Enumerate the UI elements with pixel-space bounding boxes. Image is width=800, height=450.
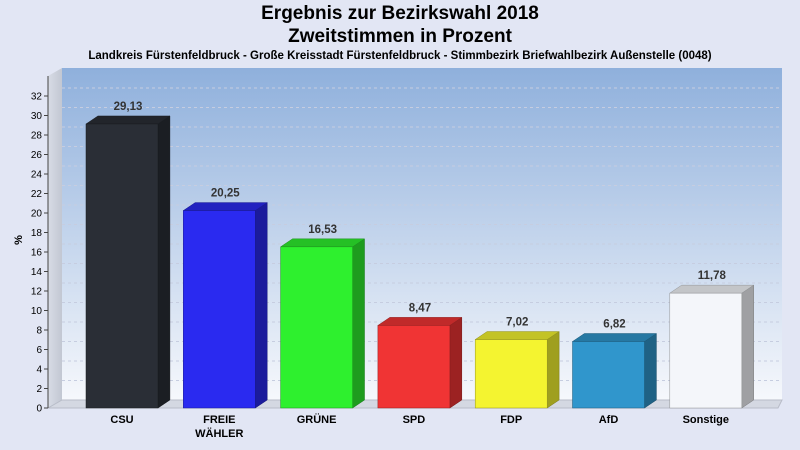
y-tick-label: 4	[36, 365, 42, 376]
bar-side	[352, 238, 365, 409]
bar-front	[572, 341, 645, 409]
value-label: 7,02	[506, 317, 528, 329]
bar-front	[669, 292, 743, 409]
y-tick-label: 26	[31, 150, 43, 161]
y-tick-label: 2	[36, 384, 42, 395]
bar-top	[377, 317, 463, 326]
category-label: AfD	[599, 414, 619, 426]
value-label: 20,25	[211, 188, 240, 200]
y-tick-label: 6	[36, 345, 42, 356]
category-label: FREIE	[203, 414, 235, 426]
bar-top	[85, 115, 171, 125]
y-tick-label: 8	[36, 326, 42, 337]
category-label: SPD	[403, 414, 426, 426]
bar-5	[571, 333, 658, 409]
bar-front	[183, 210, 256, 409]
y-tick-label: 18	[31, 228, 43, 239]
bar-2	[279, 238, 366, 409]
chart-title-line2: Zweitstimmen in Prozent	[288, 26, 512, 47]
y-tick-label: 12	[31, 287, 43, 298]
category-label: WÄHLER	[195, 427, 243, 440]
bar-side	[741, 284, 754, 409]
bar-1	[182, 202, 269, 409]
value-label: 16,53	[308, 224, 337, 236]
bar-side	[449, 316, 463, 409]
bar-side	[644, 333, 657, 409]
bar-top	[571, 333, 658, 342]
bar-front	[474, 339, 548, 409]
bar-front	[280, 246, 353, 409]
category-label: CSU	[110, 414, 133, 426]
bar-front	[377, 325, 451, 409]
y-tick-label: 32	[31, 92, 43, 103]
plot-side-wall	[48, 68, 62, 408]
value-label: 11,78	[698, 270, 727, 282]
y-tick-label: 16	[31, 248, 43, 259]
category-label: FDP	[500, 414, 522, 426]
value-label: 29,13	[114, 101, 143, 113]
category-label: GRÜNE	[297, 413, 337, 426]
chart-subtitle: Landkreis Fürstenfeldbruck - Große Kreis…	[88, 50, 712, 62]
bar-top	[668, 284, 755, 294]
chart-title: Ergebnis zur Bezirkswahl 2018	[261, 3, 539, 24]
y-tick-label: 10	[31, 306, 43, 317]
bar-side	[255, 202, 268, 409]
y-tick-label: 24	[31, 170, 43, 181]
bar-0	[85, 115, 171, 409]
y-tick-label: 14	[31, 267, 43, 278]
y-tick-label: 22	[31, 189, 43, 200]
bar-front	[85, 123, 159, 409]
category-label: Sonstige	[683, 414, 729, 426]
y-tick-label: 28	[31, 131, 43, 142]
bar-side	[546, 331, 560, 409]
y-tick-label: 20	[31, 209, 43, 220]
bar-top	[279, 238, 366, 248]
bars	[85, 115, 755, 409]
bar-4	[474, 331, 560, 409]
value-label: 6,82	[603, 319, 625, 331]
y-axis-label: %	[13, 235, 25, 245]
chart-header: Ergebnis zur Bezirkswahl 2018 Zweitstimm…	[0, 2, 800, 62]
value-label: 8,47	[409, 302, 431, 314]
y-tick-label: 0	[36, 404, 42, 415]
bar-top	[474, 331, 560, 340]
bar-top	[182, 202, 269, 211]
y-tick-label: 30	[31, 111, 43, 122]
bar-6	[668, 284, 755, 409]
bar-3	[377, 316, 463, 409]
bar-side	[157, 115, 171, 409]
